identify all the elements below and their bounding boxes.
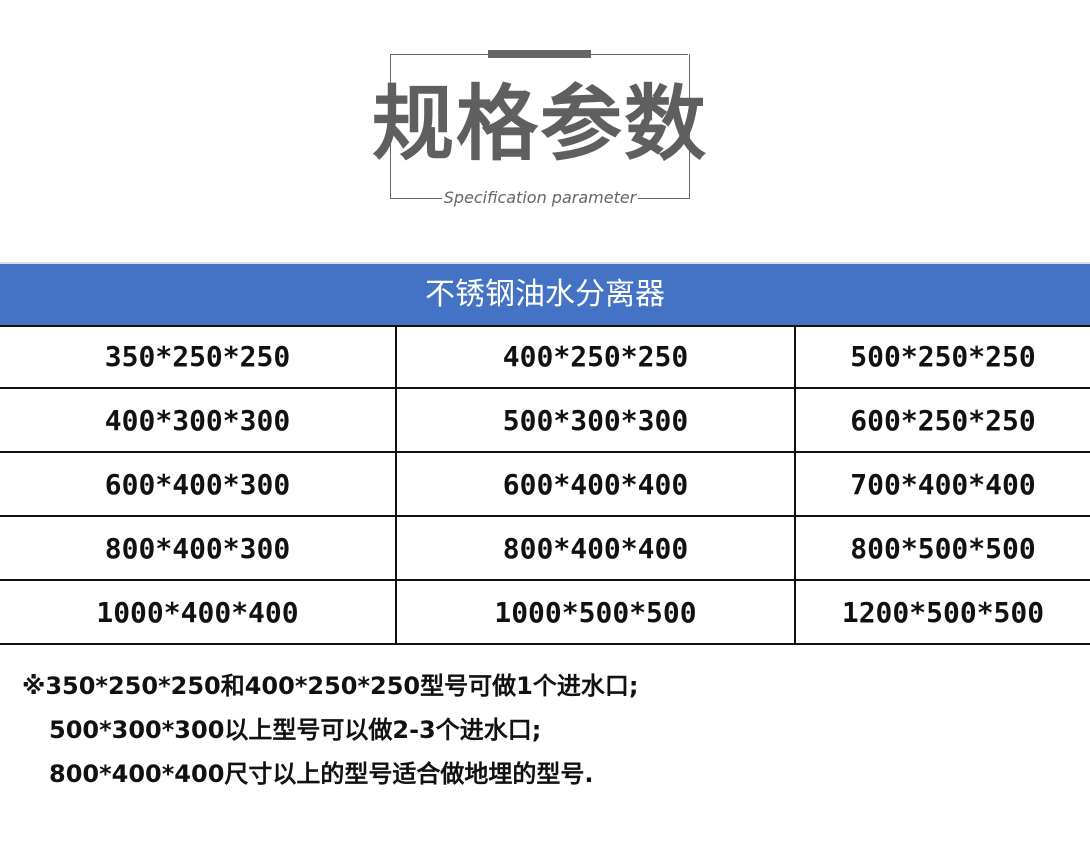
- spec-cell: 500*250*250: [795, 325, 1090, 389]
- page-title: 规格参数: [371, 77, 708, 172]
- spec-cell: 500*300*300: [396, 388, 796, 453]
- spec-cell: 600*400*300: [0, 452, 397, 517]
- spec-cell: 400*250*250: [396, 325, 796, 389]
- spec-table: 350*250*250 400*250*250 500*250*250 400*300…: [0, 325, 1090, 645]
- table-row: 350*250*250 400*250*250 500*250*250: [0, 325, 1090, 389]
- spec-cell: 1000*400*400: [0, 580, 397, 645]
- spec-cell: 600*250*250: [795, 388, 1090, 453]
- notes: ※350*250*250和400*250*250型号可做1个进水口; 500*3…: [22, 664, 638, 796]
- table-row: 600*400*300 600*400*400 700*400*400: [0, 452, 1090, 517]
- note-line: ※350*250*250和400*250*250型号可做1个进水口;: [22, 672, 639, 700]
- spec-cell: 1200*500*500: [795, 580, 1090, 645]
- page-subtitle: Specification parameter: [441, 188, 639, 207]
- spec-cell: 350*250*250: [0, 325, 397, 389]
- spec-cell: 800*400*300: [0, 516, 397, 581]
- table-row: 800*400*300 800*400*400 800*500*500: [0, 516, 1090, 581]
- spec-cell: 1000*500*500: [396, 580, 796, 645]
- spec-cell: 600*400*400: [396, 452, 796, 517]
- spec-cell: 800*500*500: [795, 516, 1090, 581]
- table-header: 不锈钢油水分离器: [0, 262, 1090, 327]
- title-frame: [390, 54, 690, 199]
- spec-cell: 800*400*400: [396, 516, 796, 581]
- title-accent-bar: [488, 50, 591, 58]
- spec-cell: 400*300*300: [0, 388, 397, 453]
- table-row: 1000*400*400 1000*500*500 1200*500*500: [0, 580, 1090, 645]
- table-row: 400*300*300 500*300*300 600*250*250: [0, 388, 1090, 453]
- spec-cell: 700*400*400: [795, 452, 1090, 517]
- note-line: 500*300*300以上型号可以做2-3个进水口;: [49, 716, 542, 744]
- note-line: 800*400*400尺寸以上的型号适合做地埋的型号.: [49, 760, 594, 788]
